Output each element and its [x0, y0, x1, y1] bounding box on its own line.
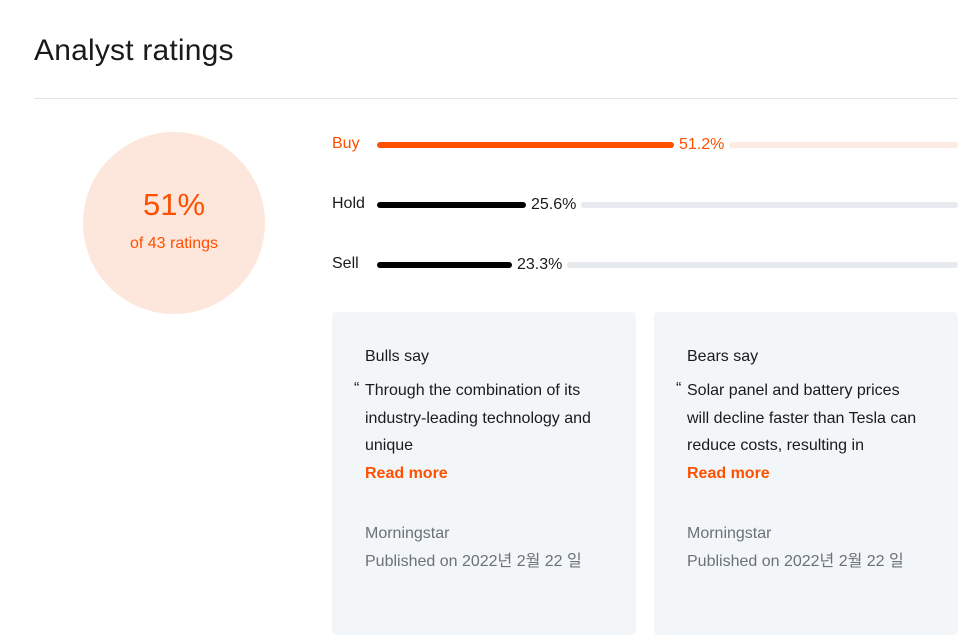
bulls-read-more-link[interactable]: Read more — [365, 465, 448, 482]
rating-bar-buy — [377, 142, 674, 148]
rating-bar-hold — [377, 202, 526, 208]
rating-percent-hold: 25.6% — [526, 194, 582, 216]
bulls-published-date: Published on 2022년 2월 22 일 — [365, 553, 582, 570]
rating-remainder-buy — [729, 142, 958, 148]
rating-track-buy: 51.2% — [377, 134, 958, 156]
bears-quote-text: Solar panel and battery prices will decl… — [687, 382, 917, 454]
rating-label-buy: Buy — [332, 135, 360, 152]
rating-remainder-sell — [567, 262, 958, 268]
bears-read-more-link[interactable]: Read more — [687, 465, 770, 482]
bulls-quote-mark: “ — [354, 380, 360, 397]
bulls-say-card: Bulls say “ Through the combination of i… — [332, 312, 636, 635]
bulls-say-title: Bulls say — [365, 348, 430, 365]
section-divider — [34, 98, 958, 99]
bears-say-title: Bears say — [687, 348, 759, 365]
rating-row-hold: Hold 25.6% — [332, 193, 958, 217]
rating-percent-sell: 23.3% — [512, 254, 568, 276]
bears-source: Morningstar — [687, 525, 772, 542]
bulls-source: Morningstar — [365, 525, 450, 542]
rating-row-buy: Buy 51.2% — [332, 133, 958, 157]
bears-say-card: Bears say “ Solar panel and battery pric… — [654, 312, 958, 635]
rating-row-sell: Sell 23.3% — [332, 253, 958, 277]
rating-label-sell: Sell — [332, 255, 359, 272]
summary-ratings-count: of 43 ratings — [129, 235, 219, 252]
bears-quote-mark: “ — [676, 380, 682, 397]
bulls-quote-text: Through the combination of its industry-… — [365, 382, 591, 454]
rating-track-sell: 23.3% — [377, 254, 958, 276]
section-title: Analyst ratings — [34, 34, 234, 67]
ratings-summary-circle: 51% of 43 ratings — [83, 132, 265, 314]
rating-track-hold: 25.6% — [377, 194, 958, 216]
rating-label-hold: Hold — [332, 195, 365, 212]
rating-percent-buy: 51.2% — [674, 134, 730, 156]
bears-published-date: Published on 2022년 2월 22 일 — [687, 553, 904, 570]
rating-bar-sell — [377, 262, 512, 268]
summary-percent: 51% — [142, 187, 206, 222]
rating-remainder-hold — [581, 202, 958, 208]
